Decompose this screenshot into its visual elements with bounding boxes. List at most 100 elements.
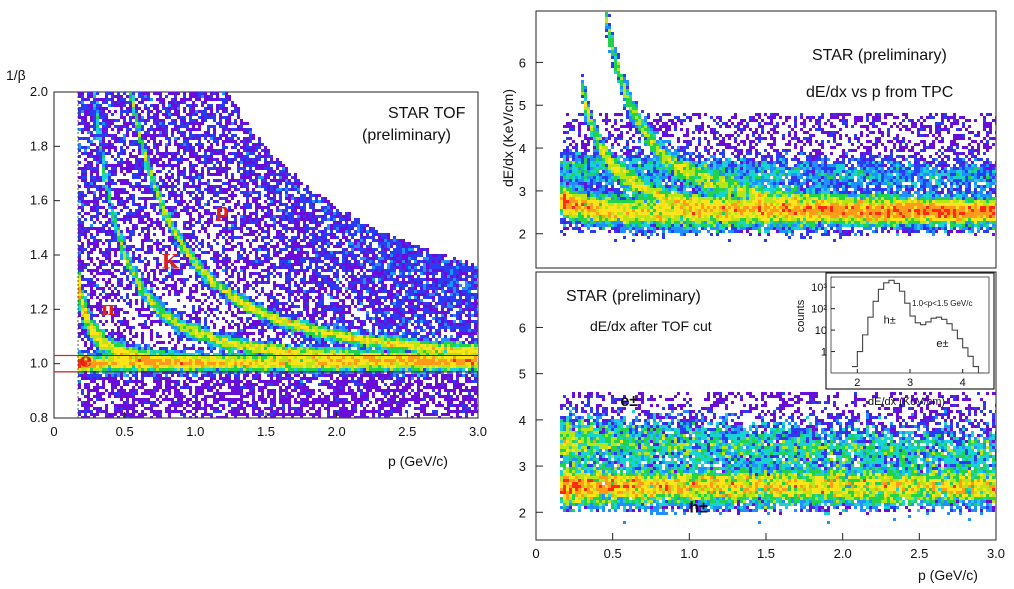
density-cell xyxy=(351,254,354,257)
density-cell xyxy=(156,197,159,200)
density-cell xyxy=(363,320,366,323)
density-cell xyxy=(270,224,273,227)
density-cell xyxy=(81,191,84,194)
density-cell xyxy=(90,251,93,254)
density-cell xyxy=(207,182,210,185)
density-cell xyxy=(396,308,399,311)
density-cell xyxy=(132,326,135,329)
density-cell xyxy=(165,182,168,185)
density-cell xyxy=(420,308,423,311)
density-cell xyxy=(123,101,126,104)
density-cell xyxy=(294,200,297,203)
density-cell xyxy=(372,302,375,305)
density-cell xyxy=(249,326,252,329)
density-cell xyxy=(234,314,237,317)
density-cell xyxy=(126,236,129,239)
density-cell xyxy=(117,155,120,158)
density-cell xyxy=(288,200,291,203)
density-cell xyxy=(87,320,90,323)
density-cell xyxy=(213,131,216,134)
density-cell xyxy=(429,272,432,275)
density-cell xyxy=(195,128,198,131)
density-cell xyxy=(417,305,420,308)
density-cell xyxy=(399,311,402,314)
density-cell xyxy=(159,101,162,104)
density-cell xyxy=(174,164,177,167)
density-cell xyxy=(426,287,429,290)
density-cell xyxy=(372,326,375,329)
density-cell xyxy=(105,251,108,254)
density-cell xyxy=(357,317,360,320)
density-cell xyxy=(147,170,150,173)
density-cell xyxy=(414,272,417,275)
density-cell xyxy=(273,311,276,314)
density-cell xyxy=(216,263,219,266)
density-cell xyxy=(219,134,222,137)
density-cell xyxy=(108,242,111,245)
density-cell xyxy=(81,314,84,317)
density-cell xyxy=(126,200,129,203)
density-cell xyxy=(123,140,126,143)
density-cell xyxy=(438,293,441,296)
density-cell xyxy=(441,269,444,272)
density-cell xyxy=(270,266,273,269)
density-cell xyxy=(303,308,306,311)
density-cell xyxy=(423,293,426,296)
density-cell xyxy=(180,134,183,137)
density-cell xyxy=(189,122,192,125)
density-cell xyxy=(120,239,123,242)
density-cell xyxy=(78,287,81,290)
density-cell xyxy=(297,191,300,194)
density-cell xyxy=(216,251,219,254)
density-cell xyxy=(255,251,258,254)
density-cell xyxy=(126,95,129,98)
density-cell xyxy=(387,323,390,326)
density-cell xyxy=(204,110,207,113)
density-cell xyxy=(120,188,123,191)
density-cell xyxy=(105,164,108,167)
density-cell xyxy=(138,164,141,167)
density-cell xyxy=(372,272,375,275)
density-cell xyxy=(255,305,258,308)
density-cell xyxy=(84,290,87,293)
density-cell xyxy=(210,197,213,200)
density-cell xyxy=(261,182,264,185)
density-cell xyxy=(336,215,339,218)
density-cell xyxy=(117,329,120,332)
density-cell xyxy=(273,236,276,239)
density-cell xyxy=(267,212,270,215)
density-cell xyxy=(87,122,90,125)
density-cell xyxy=(246,188,249,191)
density-cell xyxy=(285,230,288,233)
density-cell xyxy=(135,134,138,137)
density-cell xyxy=(108,140,111,143)
density-cell xyxy=(243,326,246,329)
density-cell xyxy=(288,275,291,278)
density-cell xyxy=(111,272,114,275)
density-cell xyxy=(84,203,87,206)
density-cell xyxy=(84,158,87,161)
density-cell xyxy=(99,116,102,119)
density-cell xyxy=(93,221,96,224)
density-cell xyxy=(84,212,87,215)
density-cell xyxy=(324,320,327,323)
density-cell xyxy=(165,176,168,179)
density-cell xyxy=(126,284,129,287)
density-cell xyxy=(300,296,303,299)
density-cell xyxy=(309,245,312,248)
density-cell xyxy=(141,272,144,275)
density-cell xyxy=(177,158,180,161)
density-cell xyxy=(423,311,426,314)
density-cell xyxy=(231,215,234,218)
density-cell xyxy=(102,152,105,155)
density-cell xyxy=(255,281,258,284)
density-cell xyxy=(288,179,291,182)
density-cell xyxy=(189,107,192,110)
density-cell xyxy=(198,248,201,251)
density-cell xyxy=(384,314,387,317)
density-cell xyxy=(345,251,348,254)
density-cell xyxy=(141,197,144,200)
density-cell xyxy=(213,260,216,263)
density-cell xyxy=(393,278,396,281)
density-cell xyxy=(162,206,165,209)
